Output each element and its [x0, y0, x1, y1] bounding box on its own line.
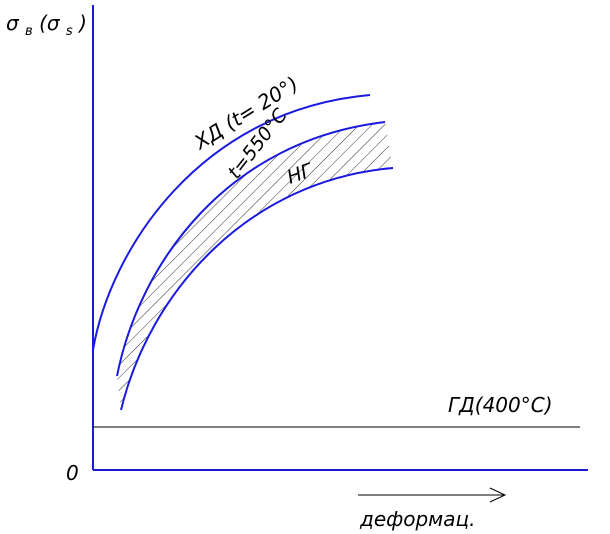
y-label: σ в (σ s ): [6, 11, 87, 40]
x-arrow-head: [489, 487, 507, 503]
cold-curve: [92, 94, 371, 351]
hot-label: ГД(400°C): [448, 393, 553, 417]
y-close: ): [77, 11, 87, 35]
y-sub: s: [66, 24, 73, 39]
hatched-region: [117, 122, 393, 410]
origin-label: 0: [66, 461, 79, 485]
x-label: деформац.: [359, 507, 475, 531]
y-sub: в: [25, 24, 33, 39]
warm-curve-lower: [120, 167, 394, 411]
y-paren: (σ: [39, 11, 61, 35]
warm-curve-upper: [116, 121, 386, 377]
y-symbol: σ: [6, 11, 20, 35]
